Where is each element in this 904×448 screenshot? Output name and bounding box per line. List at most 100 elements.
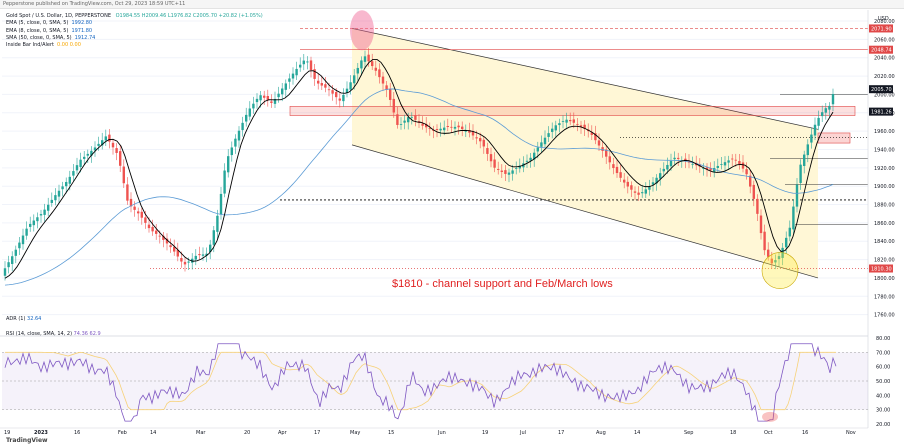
top-highlight — [350, 10, 374, 51]
candle-body — [183, 261, 187, 265]
candle-body — [597, 140, 601, 146]
candle-body — [576, 123, 579, 125]
x-tick-label: 15 — [388, 430, 394, 436]
candle-body — [11, 256, 14, 264]
candle-body — [230, 147, 233, 156]
candle-body — [806, 144, 809, 156]
candle-body — [122, 166, 125, 184]
candle-body — [763, 231, 766, 251]
x-tick-label: 18 — [730, 430, 736, 436]
candle-body — [414, 115, 417, 120]
candle-body — [828, 105, 831, 110]
x-tick-label: Nov — [846, 430, 856, 436]
candle-body — [741, 162, 745, 169]
candle-body — [543, 137, 547, 145]
candle-body — [234, 138, 237, 147]
y-tick-label: 2020.00 — [874, 74, 895, 80]
ema-line — [4, 58, 834, 279]
candle-body — [691, 163, 694, 165]
candle-body — [86, 153, 89, 156]
candle-body — [738, 161, 741, 165]
candle-body — [158, 235, 161, 237]
candle-body — [619, 172, 622, 178]
candle-body — [446, 126, 449, 128]
candle-body — [245, 114, 248, 122]
price-channel — [352, 28, 818, 278]
resistance-zone — [289, 106, 856, 116]
publish-bar: Pepperstone published on TradingView.com… — [0, 0, 904, 9]
candle-body — [731, 158, 734, 160]
y-tick-label: 1920.00 — [874, 166, 895, 172]
rsi-tick-label: 50.00 — [876, 379, 890, 385]
candle-body — [749, 175, 752, 187]
candle-body — [353, 75, 356, 84]
y-tick-label: 1900.00 — [874, 184, 895, 190]
x-tick-label: 17 — [314, 430, 320, 436]
candles — [3, 47, 835, 281]
candle-body — [486, 148, 489, 154]
candle-body — [83, 156, 86, 159]
channel-bottom-line — [351, 144, 819, 279]
candle-body — [371, 61, 374, 67]
candle-body — [288, 78, 291, 82]
candle-body — [425, 123, 428, 128]
candle-body — [291, 73, 295, 79]
y-tick-label: 1780.00 — [874, 294, 895, 300]
candle-body — [518, 165, 521, 169]
candle-body — [335, 91, 338, 98]
y-tick-label: 2040.00 — [874, 56, 895, 62]
candle-body — [65, 181, 68, 187]
adr-value: 32.64 — [27, 316, 42, 322]
candle-body — [608, 156, 611, 163]
candle-body — [155, 230, 158, 234]
candle-body — [770, 258, 773, 264]
ema5-value: 1992.80 — [71, 20, 93, 27]
x-tick-label: 14 — [634, 430, 640, 436]
candle-body — [669, 160, 673, 167]
candle-body — [101, 140, 104, 146]
candle-body — [374, 67, 377, 71]
candle-body — [360, 60, 363, 69]
candle-body — [29, 223, 32, 227]
ema8-label: EMA (8, close, 0, SMA, 5) — [6, 27, 69, 34]
candle-body — [21, 235, 25, 245]
adr-label: ADR (1) — [6, 316, 26, 322]
candle-body — [612, 164, 615, 169]
candle-body — [317, 80, 320, 84]
candle-body — [209, 244, 212, 252]
candle-body — [299, 64, 302, 68]
price-label-box — [869, 85, 893, 94]
rsi-tick-label: 70.00 — [876, 350, 890, 356]
candle-body — [435, 129, 439, 130]
candle-body — [147, 224, 151, 229]
candle-body — [43, 209, 46, 215]
x-tick-label: 17 — [558, 430, 564, 436]
price-label: 1810.30 — [871, 267, 892, 273]
candle-body — [36, 217, 39, 222]
candle-body — [601, 147, 604, 151]
candle-body — [439, 128, 442, 131]
annotation-text: $1810 - channel support and Feb/March lo… — [392, 278, 613, 290]
price-label: 2048.74 — [871, 48, 892, 54]
x-tick-label: Jul — [519, 430, 526, 436]
candle-body — [648, 186, 651, 190]
candle-body — [432, 130, 435, 131]
candle-body — [651, 182, 655, 185]
candle-body — [302, 60, 305, 65]
candle-body — [493, 159, 496, 168]
candle-body — [389, 88, 392, 100]
candle-body — [241, 122, 244, 131]
candle-body — [342, 94, 345, 102]
x-tick-label: Mar — [196, 430, 206, 436]
x-tick-label: Apr — [278, 430, 288, 436]
candle-body — [18, 242, 21, 249]
candle-body — [615, 166, 619, 174]
candle-body — [464, 130, 467, 132]
bottom-highlight — [761, 252, 799, 289]
y-tick-label: 1820.00 — [874, 258, 895, 264]
x-tick-label: Aug — [596, 430, 606, 436]
candle-body — [677, 157, 680, 159]
candle-body — [133, 206, 136, 210]
y-tick-label: 1960.00 — [874, 129, 895, 135]
